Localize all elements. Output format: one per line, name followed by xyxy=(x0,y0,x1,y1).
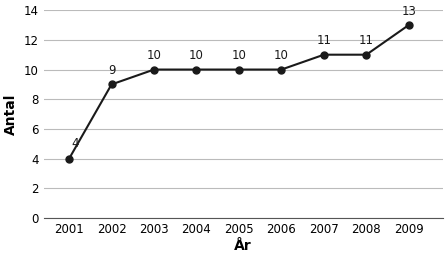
Text: 10: 10 xyxy=(232,49,246,62)
Y-axis label: Antal: Antal xyxy=(4,94,18,135)
Text: 4: 4 xyxy=(72,137,79,150)
Text: 10: 10 xyxy=(189,49,204,62)
Text: 13: 13 xyxy=(401,5,416,17)
Text: 10: 10 xyxy=(274,49,289,62)
Text: 11: 11 xyxy=(316,34,331,47)
Text: 11: 11 xyxy=(359,34,374,47)
Text: 9: 9 xyxy=(108,64,115,77)
Text: 10: 10 xyxy=(147,49,161,62)
X-axis label: År: År xyxy=(234,239,252,253)
